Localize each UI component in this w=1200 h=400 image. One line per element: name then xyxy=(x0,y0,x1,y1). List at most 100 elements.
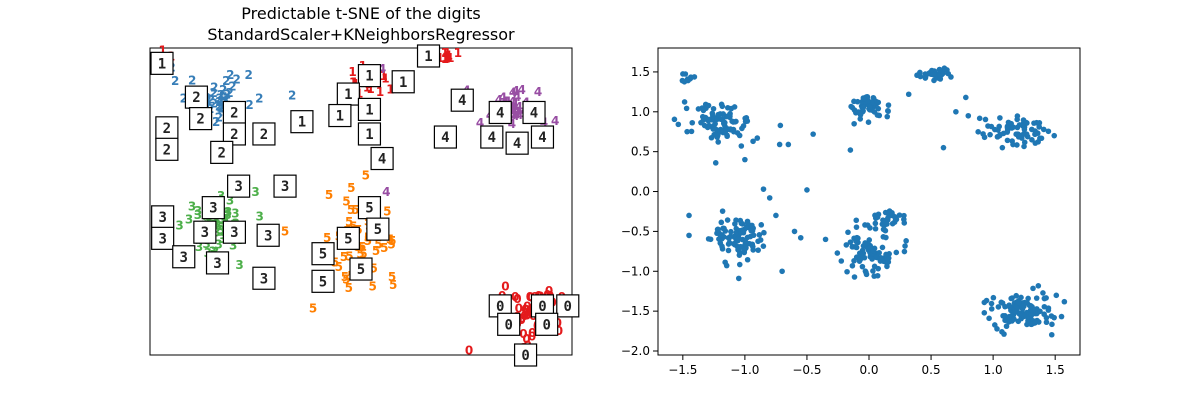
digit-label-point: 4 xyxy=(476,116,484,130)
scatter-point xyxy=(862,240,868,246)
digit-label-point: 5 xyxy=(347,181,355,195)
digit-label-point: 1 xyxy=(443,46,451,60)
thumbnail-digit: 4 xyxy=(513,136,521,152)
digit-label-point: 4 xyxy=(508,95,516,109)
digit-label-point: 5 xyxy=(340,250,348,264)
scatter-point xyxy=(884,263,890,270)
scatter-point xyxy=(1003,323,1010,330)
digit-label-point: 2 xyxy=(188,73,196,87)
digit-label-point: 5 xyxy=(374,238,382,252)
digit-label-point: 5 xyxy=(383,205,391,219)
digit-label-point: 5 xyxy=(362,169,370,183)
scatter-point xyxy=(744,256,751,263)
scatter-point xyxy=(749,222,755,229)
scatter-point xyxy=(706,116,712,123)
scatter-point xyxy=(719,232,725,238)
thumbnail-digit: 1 xyxy=(298,115,306,131)
digit-thumbnail: 5 xyxy=(366,217,390,241)
scatter-point xyxy=(1013,292,1020,299)
scatter-point xyxy=(719,103,726,110)
thumbnail-digit: 2 xyxy=(260,127,268,143)
digit-label-point: 3 xyxy=(185,212,193,226)
digit-label-point: 5 xyxy=(387,237,395,251)
digit-label-point: 3 xyxy=(194,204,202,218)
digit-thumbnail: 3 xyxy=(151,205,175,229)
digit-thumbnail: 4 xyxy=(433,125,457,149)
scatter-point xyxy=(822,236,829,243)
scatter-point xyxy=(747,233,754,240)
scatter-point xyxy=(893,249,900,256)
scatter-point xyxy=(988,306,995,312)
digit-label-point: 1 xyxy=(442,50,450,64)
thumbnail-digit: 2 xyxy=(192,90,200,106)
scatter-point xyxy=(758,222,765,228)
digit-label-point: 0 xyxy=(521,303,529,317)
scatter-point xyxy=(720,111,726,117)
digit-label-point: 0 xyxy=(517,313,525,327)
scatter-point xyxy=(851,274,858,280)
digit-label-point: 4 xyxy=(534,85,542,99)
scatter-point xyxy=(705,236,712,242)
digit-label-point: 5 xyxy=(331,255,339,269)
scatter-point xyxy=(777,122,784,129)
left-title-line2: StandardScaler+KNeighborsRegressor xyxy=(207,25,515,44)
scatter-point xyxy=(853,109,859,116)
scatter-point xyxy=(880,226,887,233)
scatter-point xyxy=(875,105,882,112)
digit-label-point: 5 xyxy=(356,240,364,254)
digit-label-point: 1 xyxy=(386,83,394,97)
digit-thumbnail: 1 xyxy=(391,70,415,94)
digit-thumbnail: 3 xyxy=(222,220,246,244)
scatter-point xyxy=(744,220,751,226)
digit-label-point: 0 xyxy=(524,307,532,321)
scatter-point xyxy=(691,74,698,80)
scatter-point xyxy=(1004,124,1011,131)
scatter-point xyxy=(728,228,734,235)
thumbnail-frame xyxy=(336,226,360,250)
scatter-point xyxy=(844,268,850,275)
scatter-point xyxy=(725,247,732,254)
thumbnail-frame xyxy=(530,125,555,149)
scatter-point xyxy=(729,118,735,125)
scatter-point xyxy=(1016,122,1023,128)
scatter-point xyxy=(717,240,724,246)
scatter-point xyxy=(883,251,889,258)
digit-label-point: 3 xyxy=(218,232,226,246)
digit-label-point: 1 xyxy=(363,81,371,95)
digit-thumbnail: 3 xyxy=(193,220,217,244)
scatter-point xyxy=(875,211,882,218)
digit-label-point: 1 xyxy=(441,52,449,66)
digit-label-point: 1 xyxy=(446,51,454,65)
thumbnail-frame xyxy=(370,146,394,171)
digit-thumbnail: 0 xyxy=(497,312,521,336)
scatter-point xyxy=(686,232,692,239)
scatter-point xyxy=(738,220,745,227)
scatter-point xyxy=(727,110,733,117)
scatter-point xyxy=(870,248,877,254)
scatter-point xyxy=(1023,119,1029,126)
scatter-point xyxy=(883,234,889,241)
digit-thumbnail: 1 xyxy=(357,64,382,88)
scatter-point xyxy=(999,144,1006,151)
thumbnail-digit: 1 xyxy=(365,127,373,143)
digit-thumbnail: 3 xyxy=(201,196,225,220)
digit-label-point: 2 xyxy=(212,115,220,129)
digit-label-point: 1 xyxy=(441,46,449,60)
thumbnail-digit: 3 xyxy=(230,225,238,241)
embedding-points xyxy=(671,65,1068,338)
thumbnail-frame xyxy=(290,110,314,134)
scatter-point xyxy=(742,115,748,122)
scatter-point xyxy=(930,71,937,78)
digit-thumbnail: 1 xyxy=(328,103,352,128)
digit-label-point: 3 xyxy=(213,217,221,231)
thumbnail-frame xyxy=(450,88,474,112)
digit-thumbnail: 4 xyxy=(505,131,529,155)
scatter-point xyxy=(1033,295,1040,301)
scatter-point xyxy=(1043,315,1050,321)
digit-label-point: 3 xyxy=(212,226,220,240)
thumbnail-digit: 4 xyxy=(441,130,449,146)
scatter-point xyxy=(988,300,995,307)
digit-label-point: 4 xyxy=(509,105,517,119)
scatter-point xyxy=(1031,120,1037,126)
digit-label-point: 2 xyxy=(209,86,217,100)
